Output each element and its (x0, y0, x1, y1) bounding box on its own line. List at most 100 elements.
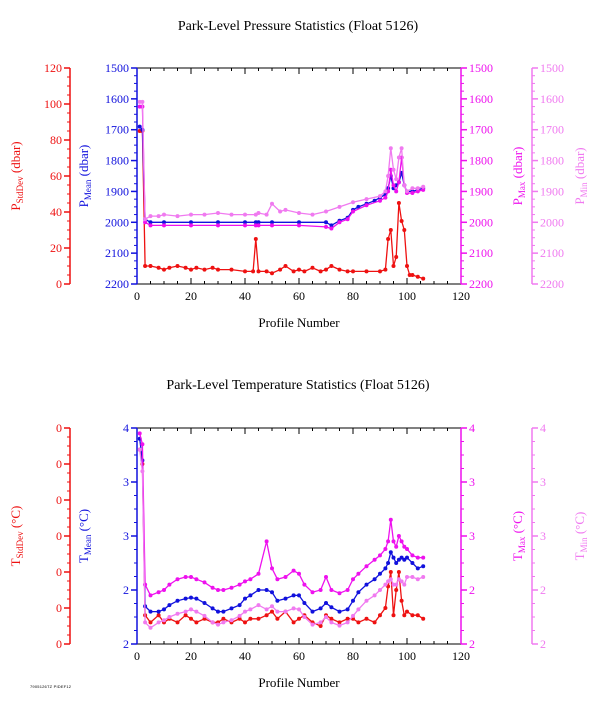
pressure-max-ytick-label: 1600 (469, 92, 493, 106)
pressure-min-point (189, 212, 193, 217)
temperature-stddev-point (394, 588, 399, 592)
temperature-stddev-point (383, 606, 388, 610)
pressure-min-point (399, 146, 404, 151)
temperature-max-point (162, 588, 166, 592)
pressure-xtick-label: 100 (398, 289, 416, 303)
pressure-min-point (410, 186, 415, 191)
temperature-min-point (270, 604, 274, 609)
temperature-max-point (256, 571, 261, 576)
temperature-max-point (396, 534, 401, 538)
temperature-mean-point (183, 596, 188, 601)
temperature-mean-point (297, 593, 301, 598)
temperature-chart-title: Park-Level Temperature Statistics (Float… (166, 378, 429, 393)
temperature-min-point (167, 615, 172, 619)
temperature-mean-point (283, 596, 288, 601)
temperature-mean-point (256, 588, 261, 592)
temperature-min-point (297, 607, 301, 612)
pressure-min-point (270, 201, 274, 206)
temperature-stddev-point (175, 620, 180, 625)
pressure-max-point (297, 223, 301, 228)
temperature-max-point (148, 593, 153, 598)
pressure-max-point (396, 180, 401, 185)
temperature-x-axis: 0 20 40 60 80 100 120 (134, 428, 470, 663)
temperature-stddev-point (410, 613, 415, 618)
pressure-min-point (421, 184, 426, 189)
temperature-max-axis-title-sub: Max (517, 536, 527, 553)
temperature-stddev-ytick-label: 0 (56, 565, 62, 579)
pressure-mean-ytick-label: 1500 (105, 61, 129, 75)
pressure-chart-title: Park-Level Pressure Statistics (Float 51… (178, 19, 419, 34)
pressure-mean-point (256, 220, 261, 225)
pressure-stddev-point (162, 267, 166, 272)
temperature-max-point (183, 575, 188, 579)
pressure-max-ytick-label: 1500 (469, 61, 493, 75)
pressure-xtick-label: 120 (452, 289, 470, 303)
pressure-stddev-ytick-label: 20 (50, 241, 62, 255)
temperature-mean-point (421, 564, 426, 569)
temperature-max-point (297, 571, 301, 576)
temperature-stddev-axis-title-unit: (°C) (8, 506, 23, 532)
pressure-mean-ytick-label: 2200 (105, 277, 129, 291)
temperature-stddev-ytick-label: 0 (56, 457, 62, 471)
temperature-mean-ytick-label: 4 (123, 421, 129, 435)
pressure-min-point (148, 214, 153, 219)
temperature-mean-point (337, 609, 342, 614)
pressure-mean-axis-title-unit: (dbar) (76, 145, 91, 180)
temperature-max-point (237, 582, 242, 587)
temperature-series (137, 431, 426, 630)
pressure-stddev-point (216, 267, 220, 272)
temperature-max-point (386, 539, 391, 544)
temperature-min-point (183, 609, 188, 614)
temperature-mean-point (221, 609, 226, 614)
temperature-stddev-ytick-label: 0 (56, 529, 62, 543)
pressure-max-axis-title-sub: Max (517, 181, 527, 198)
temperature-max-axis-title-main: T (510, 553, 525, 561)
temperature-mean-point (378, 571, 382, 576)
pressure-min-point (143, 217, 148, 222)
pressure-max-point (415, 189, 420, 194)
pressure-max-point (345, 217, 350, 222)
pressure-stddev-point (283, 264, 288, 268)
temperature-max-point (410, 553, 415, 558)
temperature-min-point (337, 623, 342, 628)
temperature-stddev-point (189, 616, 193, 621)
temperature-max-ytick-label: 2 (469, 583, 475, 597)
pressure-min-point (156, 214, 161, 219)
pressure-min-point (175, 214, 180, 219)
temperature-mean-point (162, 607, 166, 612)
pressure-stddev-point (189, 267, 193, 272)
temperature-stddev-point (156, 613, 161, 618)
temperature-stddev-point (183, 613, 188, 618)
temperature-mean-point (410, 561, 415, 565)
temperature-stddev-point (243, 620, 247, 625)
temperature-mean-ytick-label: 3 (123, 529, 129, 543)
pressure-xtick-label: 60 (293, 289, 305, 303)
temperature-min-point (175, 611, 180, 616)
temperature-min-point (264, 607, 269, 612)
temperature-min-point (378, 588, 382, 592)
pressure-min-point (383, 189, 388, 194)
pressure-xtick-label: 20 (185, 289, 197, 303)
pressure-stddev-point (402, 228, 407, 232)
temperature-xtick-label: 80 (347, 649, 359, 663)
pressure-stddev-point (378, 269, 382, 274)
pressure-stddev-point (297, 267, 301, 272)
temperature-max-point (194, 577, 199, 582)
temperature-stddev-ytick-label: 0 (56, 601, 62, 615)
temperature-max-point (210, 585, 215, 590)
pressure-min-point (396, 155, 401, 160)
pressure-stddev-point (421, 276, 426, 281)
temperature-min-point (421, 575, 426, 579)
temperature-min-point (405, 575, 409, 579)
temperature-stddev-point (391, 613, 396, 618)
pressure-max-axis-title-unit: (dbar) (510, 147, 525, 182)
temperature-min-axis-title-main: T (572, 552, 587, 560)
temperature-max-point (329, 588, 334, 592)
temperature-stddev-axis-title-main: T (8, 558, 23, 566)
temperature-max-point (137, 431, 142, 436)
temperature-mean-point (194, 596, 199, 601)
pressure-stddev-point (345, 269, 350, 274)
pressure-max-ytick-label: 1800 (469, 154, 493, 168)
pressure-min-point (162, 212, 166, 217)
